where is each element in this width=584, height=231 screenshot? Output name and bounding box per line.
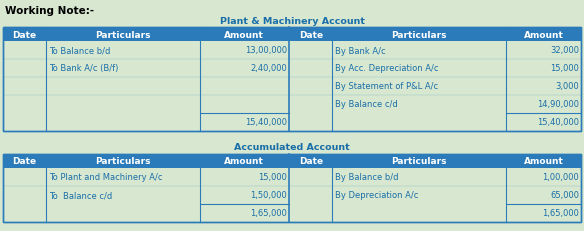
Text: Date: Date <box>299 30 323 39</box>
Text: 15,000: 15,000 <box>258 173 287 182</box>
Text: Plant & Machinery Account: Plant & Machinery Account <box>220 17 364 26</box>
Text: 15,40,000: 15,40,000 <box>245 118 287 127</box>
Text: 1,65,000: 1,65,000 <box>250 209 287 218</box>
Text: By Bank A/c: By Bank A/c <box>335 46 386 55</box>
Bar <box>3 154 581 222</box>
Text: To Balance b/d: To Balance b/d <box>50 46 111 55</box>
Text: 1,00,000: 1,00,000 <box>543 173 579 182</box>
Text: Amount: Amount <box>224 30 264 39</box>
Text: To Bank A/c (B/f): To Bank A/c (B/f) <box>50 64 119 73</box>
Text: 1,50,000: 1,50,000 <box>251 191 287 200</box>
Text: 1,65,000: 1,65,000 <box>542 209 579 218</box>
Text: 32,000: 32,000 <box>550 46 579 55</box>
Text: Date: Date <box>13 30 37 39</box>
Text: 2,40,000: 2,40,000 <box>251 64 287 73</box>
Text: Particulars: Particulars <box>95 30 151 39</box>
Text: Amount: Amount <box>523 157 564 166</box>
Text: To Plant and Machinery A/c: To Plant and Machinery A/c <box>50 173 163 182</box>
Text: Amount: Amount <box>523 30 564 39</box>
Text: By Depreciation A/c: By Depreciation A/c <box>335 191 419 200</box>
Bar <box>3 154 581 168</box>
Text: To  Balance c/d: To Balance c/d <box>50 191 113 200</box>
Text: By Balance b/d: By Balance b/d <box>335 173 399 182</box>
Text: 65,000: 65,000 <box>550 191 579 200</box>
Text: 14,90,000: 14,90,000 <box>537 100 579 109</box>
Bar <box>3 28 581 131</box>
Text: By Balance c/d: By Balance c/d <box>335 100 398 109</box>
Text: By Acc. Depreciation A/c: By Acc. Depreciation A/c <box>335 64 439 73</box>
Text: 3,000: 3,000 <box>555 82 579 91</box>
Text: 15,000: 15,000 <box>550 64 579 73</box>
Bar <box>3 28 581 42</box>
Text: Particulars: Particulars <box>95 157 151 166</box>
Text: By Statement of P&L A/c: By Statement of P&L A/c <box>335 82 439 91</box>
Text: 15,40,000: 15,40,000 <box>537 118 579 127</box>
Text: Working Note:-: Working Note:- <box>5 6 94 16</box>
Text: Amount: Amount <box>224 157 264 166</box>
Text: 13,00,000: 13,00,000 <box>245 46 287 55</box>
Text: Accumulated Account: Accumulated Account <box>234 142 350 151</box>
Bar <box>3 28 581 131</box>
Bar <box>3 154 581 222</box>
Text: Particulars: Particulars <box>391 157 447 166</box>
Text: Date: Date <box>299 157 323 166</box>
Text: Particulars: Particulars <box>391 30 447 39</box>
Text: Date: Date <box>13 157 37 166</box>
